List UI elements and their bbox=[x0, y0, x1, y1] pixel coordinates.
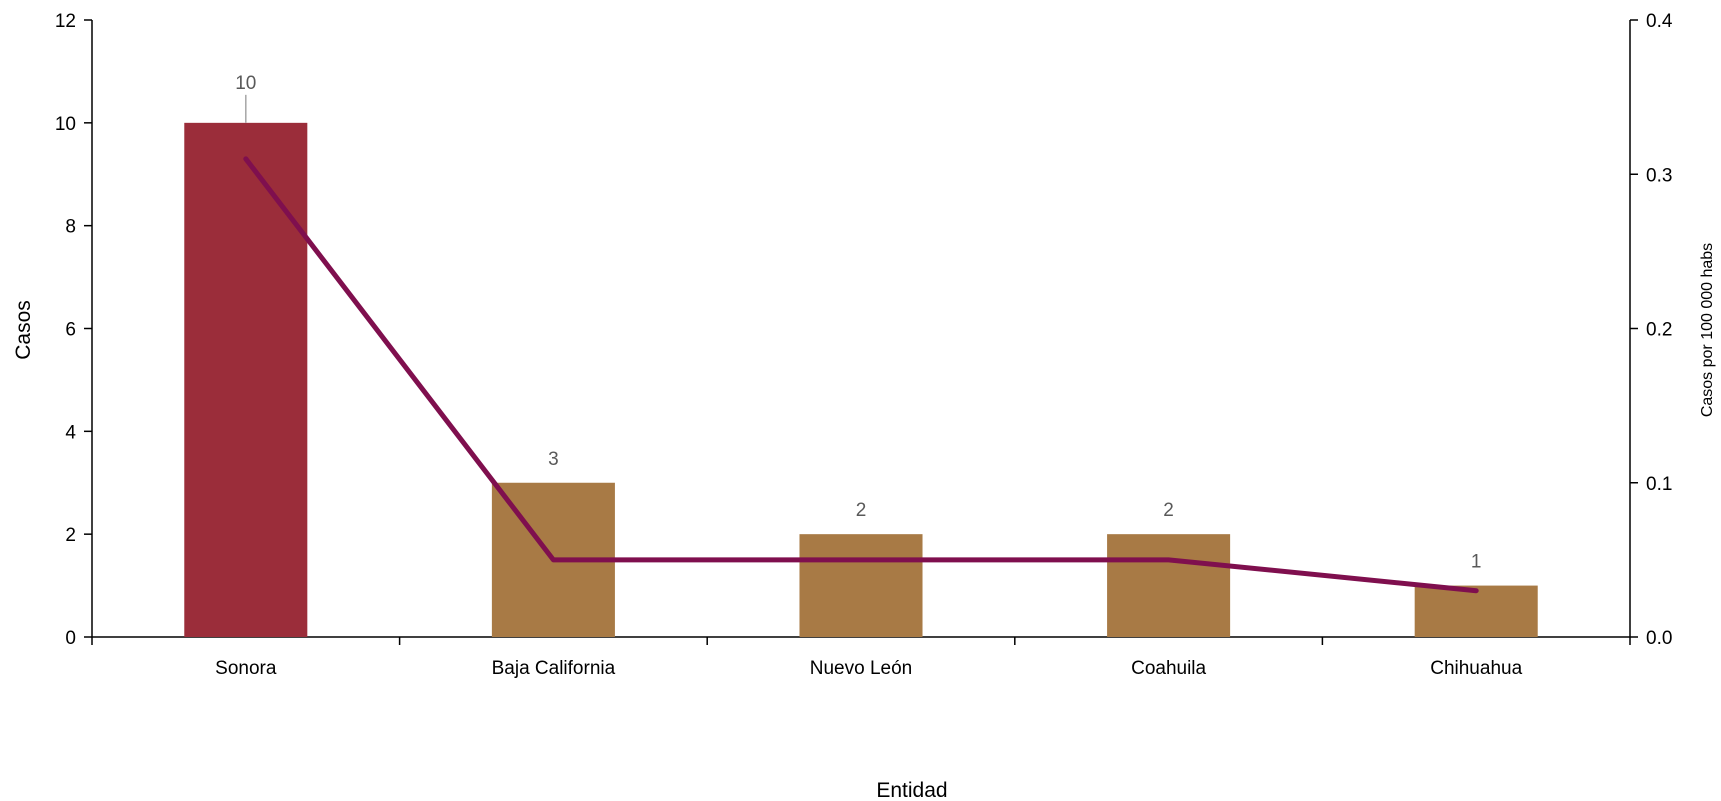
y-tick-label: 10 bbox=[55, 114, 76, 135]
category-labels: Sonora Baja California Nuevo León Coahuila C… bbox=[215, 658, 1522, 679]
y-tick-label: 2 bbox=[65, 525, 76, 546]
bar-coahuila bbox=[1107, 534, 1231, 637]
bar-data-label: 2 bbox=[856, 500, 867, 521]
y-tick-label: 0 bbox=[65, 628, 76, 649]
left-axis-ticks: 0 2 4 6 8 10 12 bbox=[55, 11, 92, 649]
y-tick-label: 8 bbox=[65, 217, 76, 238]
bar-data-label: 10 bbox=[235, 73, 256, 94]
bar-nuevo-león bbox=[799, 534, 923, 637]
x-category-label: Nuevo León bbox=[810, 658, 912, 679]
y2-axis-title: Casos por 100 000 habs bbox=[1699, 243, 1716, 417]
bar-chihuahua bbox=[1414, 585, 1538, 637]
y2-tick-label: 0.0 bbox=[1646, 628, 1672, 649]
y2-tick-label: 0.3 bbox=[1646, 165, 1672, 186]
y2-tick-label: 0.1 bbox=[1646, 474, 1672, 495]
y-tick-label: 12 bbox=[55, 11, 76, 32]
x-category-label: Coahuila bbox=[1131, 658, 1206, 679]
bar-data-label: 3 bbox=[548, 449, 559, 470]
x-axis-title: Entidad bbox=[876, 779, 947, 801]
y-tick-label: 4 bbox=[65, 422, 76, 443]
bar-data-labels: 10 3 2 2 1 bbox=[235, 73, 1481, 573]
x-category-label: Baja California bbox=[492, 658, 616, 679]
bar-sonora bbox=[184, 122, 308, 638]
bar-data-label: 1 bbox=[1471, 552, 1482, 573]
y2-tick-label: 0.2 bbox=[1646, 320, 1672, 341]
x-category-label: Sonora bbox=[215, 658, 277, 679]
x-category-label: Chihuahua bbox=[1430, 658, 1522, 679]
y-tick-label: 6 bbox=[65, 320, 76, 341]
rate-line bbox=[243, 156, 1479, 594]
y-axis-title: Casos bbox=[12, 300, 35, 360]
y2-tick-label: 0.4 bbox=[1646, 11, 1673, 32]
x-axis-ticks bbox=[91, 637, 1631, 645]
right-axis-ticks: 0.0 0.1 0.2 0.3 0.4 bbox=[1630, 11, 1673, 649]
bar-data-label: 2 bbox=[1163, 500, 1174, 521]
